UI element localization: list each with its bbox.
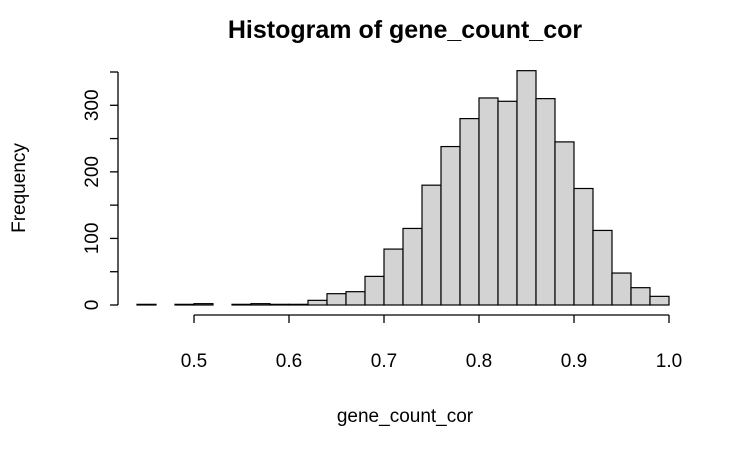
histogram-bar	[402, 227, 423, 306]
histogram-bar	[649, 295, 670, 306]
histogram-bar	[421, 184, 442, 306]
histogram-bar	[288, 303, 309, 306]
y-axis: 0 100 200 300	[82, 71, 119, 311]
x-tick-label: 0.7	[371, 351, 397, 372]
histogram-bar	[459, 117, 480, 306]
histogram-bar	[554, 141, 575, 306]
histogram-bar	[516, 70, 537, 306]
y-tick-label: 200	[82, 156, 103, 188]
x-tick-label: 0.9	[561, 351, 587, 372]
y-tick-label: 100	[82, 223, 103, 255]
x-tick-label: 1.0	[656, 351, 682, 372]
histogram-bar	[193, 303, 214, 306]
histogram-bar	[497, 100, 518, 306]
histogram-bar	[535, 98, 556, 306]
y-tick-label: 0	[82, 300, 103, 311]
histogram-bar	[592, 229, 613, 306]
chart-title: Histogram of gene_count_cor	[228, 16, 582, 44]
histogram-bars	[136, 70, 670, 306]
x-tick-label: 0.6	[276, 351, 302, 372]
x-axis: 0.5 0.6 0.7 0.8 0.9 1.0	[181, 314, 682, 372]
histogram-bar	[326, 293, 347, 306]
histogram-bar	[383, 248, 404, 306]
histogram-bar	[250, 303, 271, 306]
histogram-bar	[478, 97, 499, 306]
histogram-bar	[364, 275, 385, 306]
y-tick-label: 300	[82, 89, 103, 121]
histogram-bar	[611, 272, 632, 306]
histogram-bar	[174, 303, 195, 306]
y-axis-label: Frequency	[9, 143, 30, 233]
histogram-bar	[630, 287, 651, 306]
histogram-bar	[573, 187, 594, 306]
histogram-bar	[136, 303, 157, 306]
histogram-bar	[345, 291, 366, 306]
histogram-bar	[307, 299, 328, 306]
x-axis-label: gene_count_cor	[337, 406, 474, 427]
histogram-bar	[231, 303, 252, 306]
x-tick-label: 0.5	[181, 351, 207, 372]
histogram-bar	[269, 303, 290, 306]
histogram-bar	[440, 145, 461, 306]
x-tick-label: 0.8	[466, 351, 492, 372]
